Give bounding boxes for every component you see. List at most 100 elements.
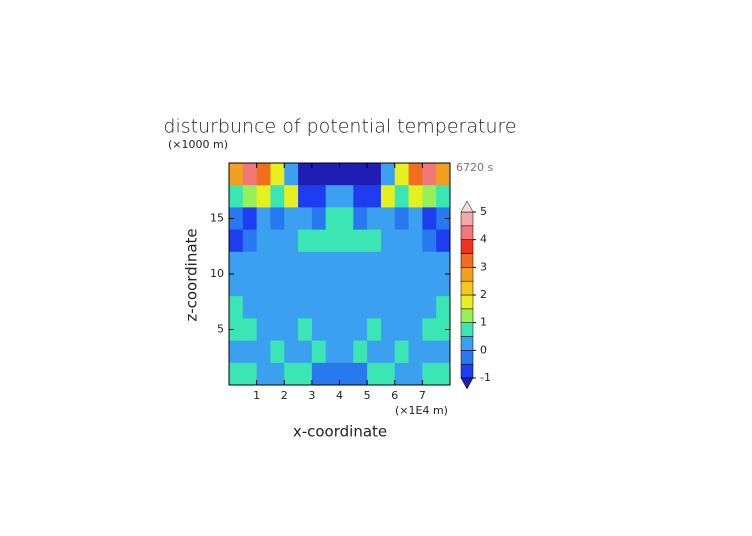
colorbar-tick-label: 4 — [480, 233, 487, 246]
contour-cell — [242, 296, 258, 319]
contour-cell — [284, 362, 299, 386]
contour-cell — [394, 274, 409, 297]
contour-cell — [436, 274, 451, 297]
contour-cell — [394, 362, 409, 386]
x-unit: (×1E4 m) — [395, 404, 448, 417]
contour-cell — [325, 318, 340, 341]
contour-cell — [436, 229, 451, 253]
contour-cell — [367, 185, 382, 208]
contour-cell — [436, 207, 451, 230]
contour-cell — [242, 318, 258, 341]
contour-cell — [380, 229, 396, 253]
contour-cell — [422, 296, 437, 319]
colorbar-tick-label: 5 — [480, 205, 487, 218]
contour-cell — [436, 340, 451, 364]
x-tick-label: 6 — [391, 389, 398, 402]
contour-cell — [298, 251, 313, 275]
y-axis-label: z-coordinate — [183, 228, 201, 321]
colorbar-segment — [460, 225, 474, 240]
y-tick-label: 10 — [210, 267, 224, 280]
contour-cell — [367, 318, 382, 341]
contour-cell — [394, 229, 409, 253]
contour-cell — [298, 340, 313, 364]
contour-cell — [380, 163, 396, 186]
contour-cell — [422, 229, 437, 253]
contour-cell — [298, 185, 313, 208]
contour-cell — [311, 163, 327, 186]
contour-cell — [284, 185, 299, 208]
contour-cell — [339, 274, 354, 297]
contour-cell — [229, 229, 244, 253]
contour-cell — [339, 229, 354, 253]
colorbar-segment — [460, 239, 474, 254]
contour-cell — [422, 340, 437, 364]
contour-cell — [270, 251, 285, 275]
contour-cell — [256, 274, 271, 297]
contour-cell — [408, 251, 423, 275]
contour-cell — [242, 185, 258, 208]
contour-cell — [353, 362, 368, 386]
contour-cell — [284, 340, 299, 364]
contour-cell — [229, 296, 244, 319]
contour-cell — [380, 207, 396, 230]
contour-cell — [339, 163, 354, 186]
contour-cell — [270, 340, 285, 364]
contour-cell — [311, 207, 327, 230]
contour-cell — [353, 185, 368, 208]
contour-cell — [408, 296, 423, 319]
contour-cell — [284, 229, 299, 253]
contour-cell — [422, 274, 437, 297]
contour-cell — [229, 274, 244, 297]
y-unit: (×1000 m) — [168, 138, 228, 151]
contour-cell — [284, 163, 299, 186]
x-tick-label: 4 — [336, 389, 343, 402]
colorbar-tick-label: 1 — [480, 316, 487, 329]
contour-cell — [284, 251, 299, 275]
contour-cell — [242, 340, 258, 364]
contour-cell — [367, 340, 382, 364]
x-tick-label: 2 — [281, 389, 288, 402]
colorbar-segment — [460, 336, 474, 351]
contour-cell — [242, 163, 258, 186]
contour-cell — [325, 296, 340, 319]
contour-cell — [284, 274, 299, 297]
colorbar-segment — [460, 211, 474, 227]
contour-cell — [229, 185, 244, 208]
contour-cell — [422, 207, 437, 230]
contour-cell — [284, 318, 299, 341]
contour-cell — [298, 229, 313, 253]
contour-cell — [229, 340, 244, 364]
contour-cell — [229, 318, 244, 341]
contour-cell — [367, 296, 382, 319]
contour-cell — [256, 207, 271, 230]
contour-cell — [284, 296, 299, 319]
contour-cell — [270, 362, 285, 386]
contour-cell — [256, 318, 271, 341]
contour-cell — [422, 362, 437, 386]
contour-cell — [325, 340, 340, 364]
contour-cell — [408, 185, 423, 208]
contour-cell — [353, 251, 368, 275]
colorbar-segment — [460, 322, 474, 337]
contour-cell — [311, 251, 327, 275]
contour-cell — [311, 185, 327, 208]
contour-cell — [311, 362, 327, 386]
colorbar-tick-label: -1 — [480, 371, 491, 384]
x-tick-label: 1 — [253, 389, 260, 402]
contour-cell — [270, 296, 285, 319]
contour-cell — [298, 163, 313, 186]
contour-cell — [229, 251, 244, 275]
colorbar-segment — [460, 253, 474, 268]
contour-cell — [394, 163, 409, 186]
colorbar-segment — [460, 294, 474, 310]
contour-cell — [380, 340, 396, 364]
contour-cell — [367, 274, 382, 297]
colorbar-extend-low — [460, 377, 474, 390]
contour-cell — [422, 318, 437, 341]
contour-cell — [256, 340, 271, 364]
contour-cell — [325, 185, 340, 208]
y-tick-label: 15 — [210, 212, 224, 225]
contour-cell — [339, 362, 354, 386]
contour-cell — [339, 340, 354, 364]
